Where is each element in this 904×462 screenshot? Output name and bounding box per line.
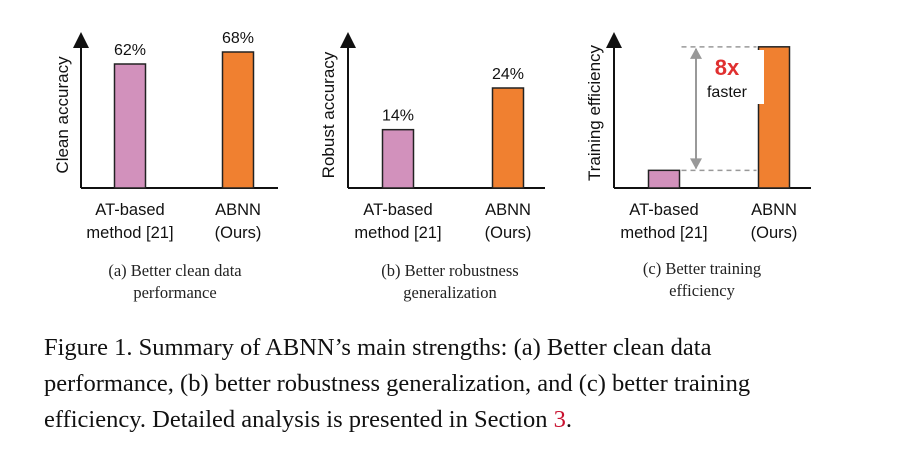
y-axis-label: Clean accuracy <box>53 56 72 174</box>
x-tick-label: ABNN <box>215 201 261 219</box>
figure-caption-end: . <box>565 406 572 433</box>
data-label: 24% <box>492 66 524 83</box>
section-ref-link[interactable]: 3 <box>553 406 566 433</box>
bar-at-based <box>647 169 681 189</box>
caption-b: (b) Better robustness generalization <box>350 260 550 304</box>
data-label: 68% <box>222 30 254 47</box>
arrow-head-up <box>690 47 702 59</box>
caption-b-text: (b) Better robustness generalization <box>381 261 519 302</box>
arrow-head-down <box>690 158 702 170</box>
figure-caption-text: Figure 1. Summary of ABNN’s main strengt… <box>44 334 751 433</box>
bar-at-based <box>381 128 415 189</box>
chart-robust-accuracy: Robust accuracy 14% 24% AT-based method [2… <box>319 32 545 242</box>
x-tick-label: method [21] <box>620 224 707 242</box>
caption-c: (c) Better training efficiency <box>602 258 802 302</box>
bar-at-based <box>113 63 147 189</box>
x-tick-label: (Ours) <box>215 224 262 242</box>
x-tick-label: method [21] <box>354 224 441 242</box>
x-tick-label: (Ours) <box>485 224 532 242</box>
annotation-background <box>702 50 764 104</box>
y-axis-label: Training efficiency <box>585 44 604 181</box>
caption-a: (a) Better clean data performance <box>75 260 275 304</box>
bar-abnn <box>491 87 525 189</box>
chart-training-efficiency: Training efficiency AT-based method [21] A… <box>585 32 811 242</box>
data-label: 62% <box>114 42 146 59</box>
figure-caption: Figure 1. Summary of ABNN’s main strengt… <box>44 330 824 438</box>
x-tick-label: ABNN <box>485 201 531 219</box>
bar-abnn <box>221 51 255 189</box>
caption-a-text: (a) Better clean data performance <box>108 261 242 302</box>
speedup-label: faster <box>707 84 748 101</box>
x-tick-label: ABNN <box>751 201 797 219</box>
speedup-value: 8x <box>715 55 740 80</box>
x-tick-label: AT-based <box>95 201 164 219</box>
caption-c-text: (c) Better training efficiency <box>642 259 762 300</box>
x-tick-label: (Ours) <box>751 224 798 242</box>
data-label: 14% <box>382 108 414 125</box>
x-tick-label: method [21] <box>86 224 173 242</box>
x-tick-label: AT-based <box>629 201 698 219</box>
chart-clean-accuracy: Clean accuracy 62% 68% AT-based method [21… <box>53 30 278 242</box>
x-tick-label: AT-based <box>363 201 432 219</box>
y-axis-label: Robust accuracy <box>319 51 338 178</box>
